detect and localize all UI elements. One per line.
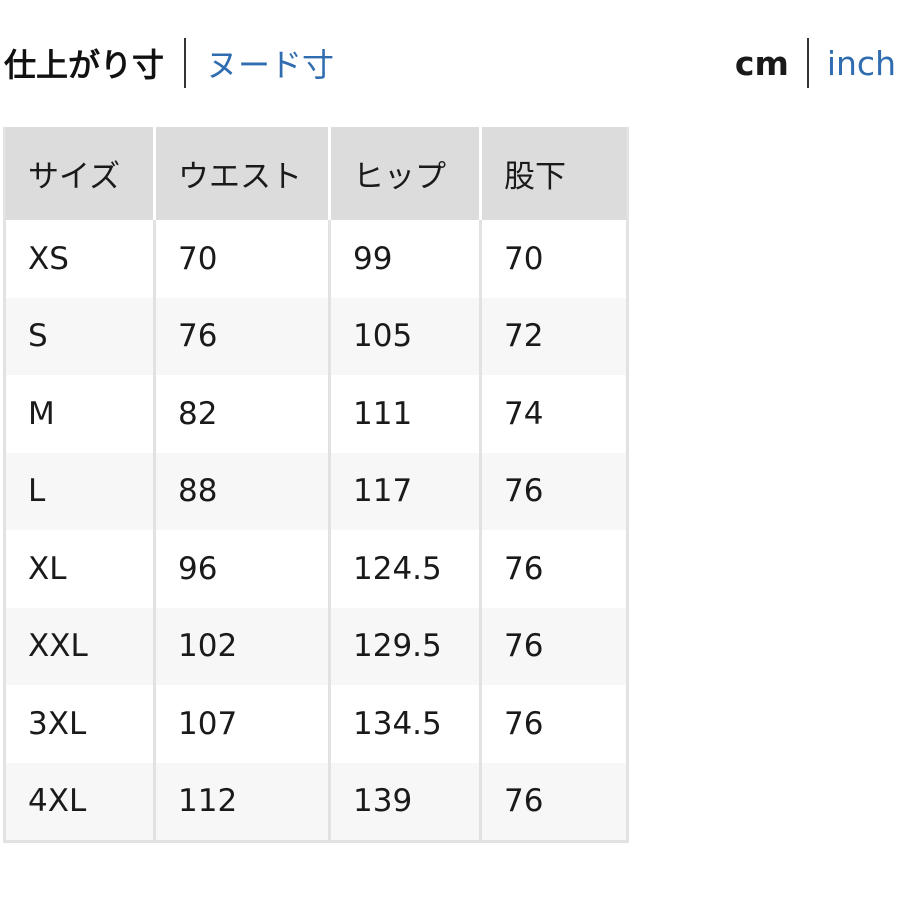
cell-inseam: 74 bbox=[479, 375, 629, 453]
cell-hip: 117 bbox=[328, 452, 482, 530]
cell-size: XL bbox=[3, 530, 156, 608]
header-inseam: 股下 bbox=[479, 127, 629, 220]
table-row: 4XL 112 139 76 bbox=[3, 762, 629, 843]
cell-waist: 107 bbox=[153, 685, 331, 763]
cell-size: 4XL bbox=[3, 762, 156, 843]
cell-size: 3XL bbox=[3, 685, 156, 763]
table-header-row: サイズ ウエスト ヒップ 股下 bbox=[3, 127, 629, 220]
cell-inseam: 76 bbox=[479, 607, 629, 685]
cell-size: XXL bbox=[3, 607, 156, 685]
cell-waist: 76 bbox=[153, 297, 331, 375]
cell-waist: 96 bbox=[153, 530, 331, 608]
table-row: S 76 105 72 bbox=[3, 297, 629, 375]
cell-inseam: 76 bbox=[479, 685, 629, 763]
header-size: サイズ bbox=[3, 127, 156, 220]
cell-hip: 105 bbox=[328, 297, 482, 375]
unit-toggle: cm inch bbox=[735, 38, 896, 88]
measurement-type-tabs: 仕上がり寸 ヌード寸 bbox=[4, 38, 334, 88]
cell-hip: 111 bbox=[328, 375, 482, 453]
unit-inch[interactable]: inch bbox=[826, 43, 896, 83]
table-row: M 82 111 74 bbox=[3, 375, 629, 453]
cell-size: M bbox=[3, 375, 156, 453]
tab-finished-size[interactable]: 仕上がり寸 bbox=[4, 46, 165, 84]
header-waist: ウエスト bbox=[153, 127, 331, 220]
cell-inseam: 76 bbox=[479, 530, 629, 608]
divider bbox=[806, 38, 809, 88]
table-row: XXL 102 129.5 76 bbox=[3, 607, 629, 685]
table-row: L 88 117 76 bbox=[3, 452, 629, 530]
header-hip: ヒップ bbox=[328, 127, 482, 220]
cell-inseam: 76 bbox=[479, 452, 629, 530]
table-row: XL 96 124.5 76 bbox=[3, 530, 629, 608]
cell-waist: 82 bbox=[153, 375, 331, 453]
cell-waist: 102 bbox=[153, 607, 331, 685]
cell-inseam: 70 bbox=[479, 220, 629, 298]
cell-hip: 129.5 bbox=[328, 607, 482, 685]
cell-waist: 70 bbox=[153, 220, 331, 298]
table-row: 3XL 107 134.5 76 bbox=[3, 685, 629, 763]
cell-hip: 134.5 bbox=[328, 685, 482, 763]
cell-inseam: 76 bbox=[479, 762, 629, 843]
cell-size: L bbox=[3, 452, 156, 530]
cell-hip: 99 bbox=[328, 220, 482, 298]
cell-size: S bbox=[3, 297, 156, 375]
cell-waist: 88 bbox=[153, 452, 331, 530]
cell-waist: 112 bbox=[153, 762, 331, 843]
cell-hip: 124.5 bbox=[328, 530, 482, 608]
table-row: XS 70 99 70 bbox=[3, 220, 629, 298]
cell-size: XS bbox=[3, 220, 156, 298]
divider bbox=[184, 38, 187, 88]
unit-cm[interactable]: cm bbox=[734, 43, 789, 83]
tab-nude-size[interactable]: ヌード寸 bbox=[206, 46, 335, 84]
cell-inseam: 72 bbox=[479, 297, 629, 375]
cell-hip: 139 bbox=[328, 762, 482, 843]
size-table: サイズ ウエスト ヒップ 股下 XS 70 99 70 S 76 105 72 M 82 111 74… bbox=[3, 127, 629, 843]
